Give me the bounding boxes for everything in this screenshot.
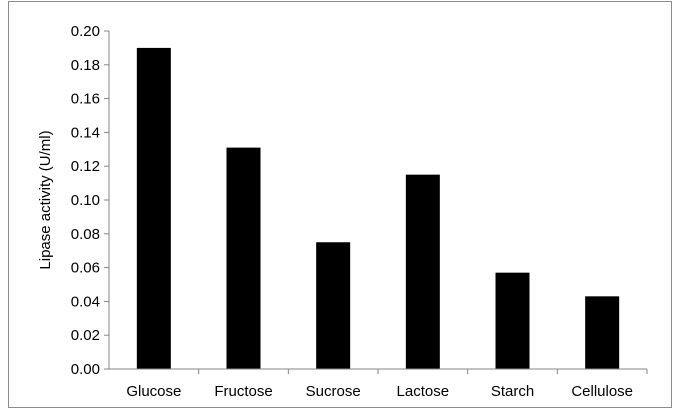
y-tick-label: 0.12 xyxy=(71,158,100,175)
bar-fructose xyxy=(226,147,261,369)
x-tick-label: Sucrose xyxy=(306,383,361,400)
y-tick-label: 0.14 xyxy=(71,124,100,141)
y-tick-label: 0.04 xyxy=(71,293,100,310)
y-tick-label: 0.00 xyxy=(71,361,100,378)
bar-cellulose xyxy=(585,296,620,369)
y-tick-label: 0.08 xyxy=(71,226,100,243)
y-tick-label: 0.02 xyxy=(71,327,100,344)
x-tick-label: Fructose xyxy=(214,383,272,400)
y-tick-label: 0.18 xyxy=(71,57,100,74)
y-tick-label: 0.06 xyxy=(71,260,100,277)
y-tick-label: 0.10 xyxy=(71,192,100,209)
x-axis-labels: Glucose Fructose Sucrose Lactose Starch Cellu… xyxy=(126,369,648,400)
x-tick-label: Starch xyxy=(491,383,534,400)
bars xyxy=(136,47,620,370)
x-tick-label: Glucose xyxy=(126,383,181,400)
bar-sucrose xyxy=(316,242,351,369)
bar-lactose xyxy=(405,174,440,369)
y-axis-ticks: 0.00 0.02 0.04 0.06 0.08 0.10 0.12 0.14 0.16 0.18… xyxy=(71,23,109,378)
y-tick-label: 0.16 xyxy=(71,91,100,108)
x-tick-label: Cellulose xyxy=(571,383,633,400)
y-tick-label: 0.20 xyxy=(71,23,100,40)
bar-glucose xyxy=(136,47,171,370)
x-tick-label: Lactose xyxy=(397,383,450,400)
bar-starch xyxy=(495,272,530,369)
y-axis-title: Lipase activity (U/ml) xyxy=(37,130,54,269)
